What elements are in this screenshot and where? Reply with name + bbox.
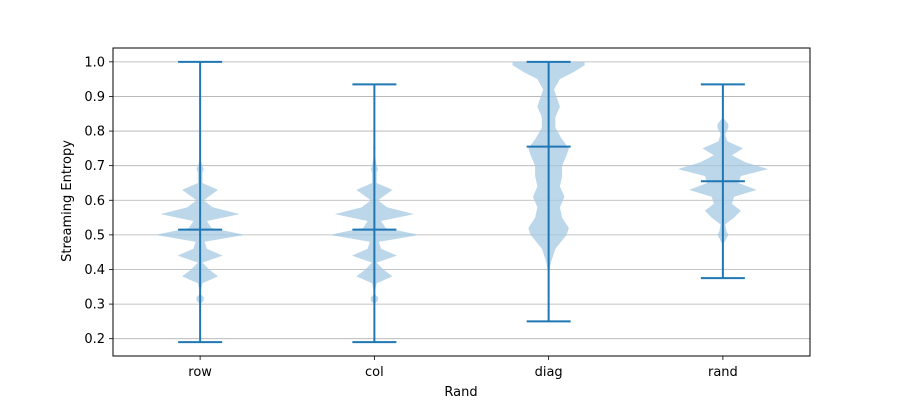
x-tick-label: diag bbox=[535, 365, 563, 380]
y-axis-label: Streaming Entropy bbox=[60, 140, 75, 262]
tick-layer: 0.2 0.3 0.4 0.5 0.6 0.7 0.8 0.9 1.0 row col diag ran… bbox=[84, 55, 737, 380]
x-tick-label: rand bbox=[708, 365, 738, 380]
y-tick-label: 0.9 bbox=[84, 90, 105, 105]
violin-layer bbox=[155, 60, 768, 344]
x-tick-label: col bbox=[365, 365, 384, 380]
y-tick-label: 0.7 bbox=[84, 159, 105, 174]
y-tick-label: 0.3 bbox=[84, 298, 105, 313]
plot-frame bbox=[112, 47, 811, 357]
frame-layer bbox=[112, 47, 811, 357]
x-tick-label: row bbox=[188, 365, 212, 380]
grid-layer bbox=[113, 61, 810, 340]
y-tick-label: 0.2 bbox=[84, 332, 105, 347]
y-tick-label: 0.8 bbox=[84, 125, 105, 140]
y-tick-label: 0.6 bbox=[84, 194, 105, 209]
x-axis-label: Rand bbox=[444, 385, 477, 400]
y-tick-label: 0.5 bbox=[84, 228, 105, 243]
y-tick-label: 1.0 bbox=[84, 55, 105, 70]
y-tick-label: 0.4 bbox=[84, 263, 105, 278]
